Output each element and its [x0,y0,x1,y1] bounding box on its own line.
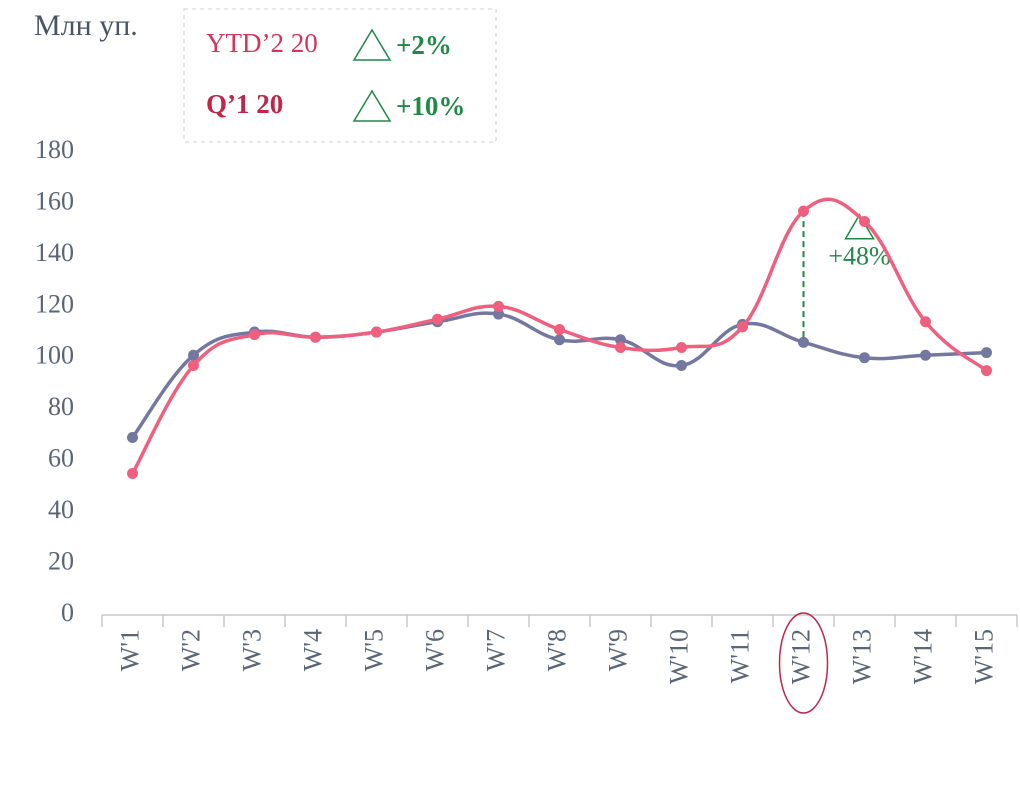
y-tick-label: 80 [48,392,74,421]
data-point [859,215,870,227]
x-tick-label: W'3 [237,629,266,671]
data-point [554,334,565,346]
legend-label: YTD’2 20 [206,28,318,58]
data-point [554,323,565,335]
data-point [798,336,809,348]
data-point [798,205,809,217]
data-point [493,308,504,320]
x-tick-label: W'8 [542,629,571,671]
y-tick-label: 140 [35,238,74,267]
data-point [920,316,931,328]
y-tick-label: 40 [48,495,74,524]
data-point [737,321,748,333]
data-point [432,313,443,325]
data-point [371,326,382,338]
x-tick-label: W'10 [664,629,693,684]
x-tick-label: W'4 [298,629,327,671]
data-point [127,468,138,480]
x-tick-label: W'9 [603,629,632,671]
x-tick-label: W'12 [786,629,815,684]
data-point [249,329,260,341]
legend-label: Q’1 20 [206,89,283,119]
unit-label: Млн уп. [34,9,138,42]
legend-triangle [352,89,392,122]
y-tick-label: 60 [48,444,74,473]
data-point [188,359,199,371]
y-tick-label: 0 [61,598,74,627]
data-point [676,341,687,353]
x-tick-label: W'7 [481,629,510,671]
data-point [859,352,870,364]
data-point [981,347,992,359]
legend-triangle [352,28,392,61]
data-point [188,349,199,361]
data-point [493,300,504,312]
annotation-triangle [844,213,875,240]
x-tick-label: W'6 [420,629,449,671]
y-tick-label: 20 [48,547,74,576]
highlight-ellipse [778,612,829,714]
x-tick-label: W'2 [176,629,205,671]
data-point [676,359,687,371]
annotation-text: +48% [828,242,890,271]
x-tick-label: W'14 [908,629,937,684]
data-point [981,365,992,377]
data-point [615,334,626,346]
x-tick-label: W'13 [847,629,876,684]
y-tick-label: 120 [35,289,74,318]
x-tick-label: W'15 [969,629,998,684]
y-tick-label: 180 [35,135,74,164]
data-point [310,331,321,343]
legend-box [183,8,497,143]
data-point [127,432,138,444]
legend-change: +10% [396,91,465,121]
legend-change: +2% [396,30,452,60]
y-tick-label: 100 [35,341,74,370]
y-tick-label: 160 [35,186,74,215]
data-point [920,349,931,361]
x-tick-label: W'11 [725,629,754,683]
x-tick-label: W'5 [359,629,388,671]
x-tick-label: W'1 [115,629,144,671]
data-point [615,341,626,353]
